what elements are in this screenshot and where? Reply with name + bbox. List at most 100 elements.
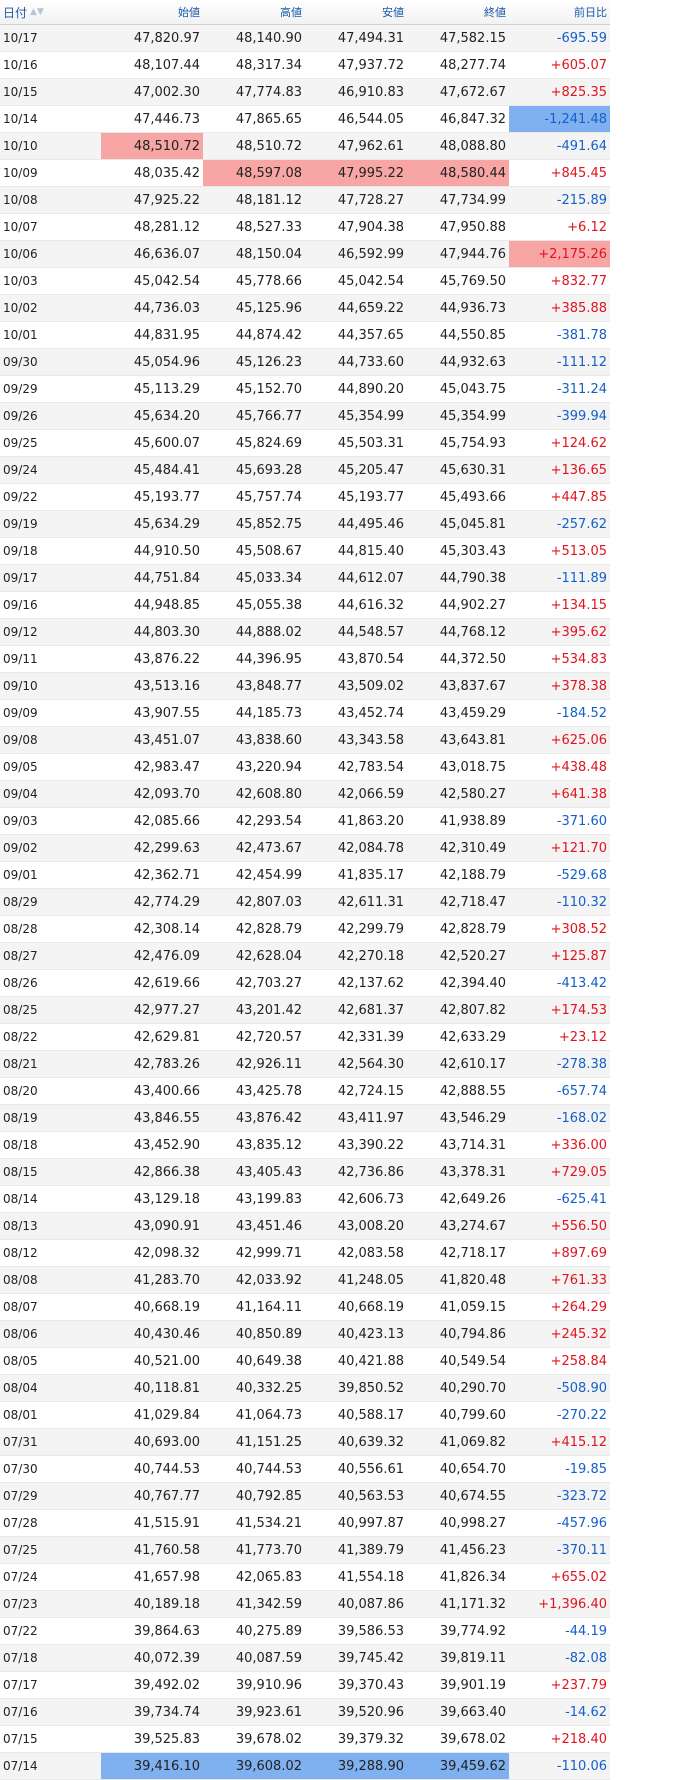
cell-low: 44,612.07 — [337, 570, 404, 586]
table-row: 10/08 47,925.22 48,181.12 47,728.27 47,734.9… — [0, 187, 610, 214]
cell-change: -371.60 — [556, 813, 607, 829]
header-open[interactable]: 始値 — [178, 6, 200, 19]
cell-date: 08/22 — [3, 1030, 38, 1044]
cell-change: -657.74 — [556, 1083, 607, 1099]
cell-change: +513.05 — [550, 543, 607, 559]
cell-open: 39,864.63 — [133, 1623, 200, 1639]
table-row: 09/24 45,484.41 45,693.28 45,205.47 45,630.3… — [0, 457, 610, 484]
table-row: 07/23 40,189.18 41,342.59 40,087.86 41,171.3… — [0, 1591, 610, 1618]
cell-low: 40,556.61 — [337, 1461, 404, 1477]
cell-change: -110.06 — [556, 1758, 607, 1774]
cell-open: 45,042.54 — [133, 273, 200, 289]
cell-high: 45,152.70 — [235, 381, 302, 397]
cell-change: -278.38 — [556, 1056, 607, 1072]
cell-open: 40,693.00 — [133, 1434, 200, 1450]
cell-date: 10/02 — [3, 301, 38, 315]
cell-change: -508.90 — [556, 1380, 607, 1396]
cell-close: 46,847.32 — [439, 111, 506, 127]
cell-change: +218.40 — [550, 1731, 607, 1747]
cell-change: +336.00 — [550, 1137, 607, 1153]
cell-high: 45,852.75 — [235, 516, 302, 532]
cell-high: 41,064.73 — [235, 1407, 302, 1423]
cell-high: 40,850.89 — [235, 1326, 302, 1342]
cell-open: 47,002.30 — [133, 84, 200, 100]
cell-change: +174.53 — [550, 1002, 607, 1018]
cell-date: 08/14 — [3, 1192, 38, 1206]
cell-date: 08/29 — [3, 895, 38, 909]
cell-low: 41,554.18 — [337, 1569, 404, 1585]
cell-low: 40,639.32 — [337, 1434, 404, 1450]
cell-high: 48,597.08 — [203, 160, 305, 186]
cell-high: 42,926.11 — [235, 1056, 302, 1072]
cell-open: 39,416.10 — [101, 1753, 203, 1779]
cell-change: +134.15 — [550, 597, 607, 613]
cell-low: 44,733.60 — [337, 354, 404, 370]
cell-high: 43,220.94 — [235, 759, 302, 775]
cell-close: 48,277.74 — [439, 57, 506, 73]
table-row: 08/22 42,629.81 42,720.57 42,331.39 42,633.2… — [0, 1024, 610, 1051]
cell-close: 48,088.80 — [439, 138, 506, 154]
cell-close: 43,274.67 — [439, 1218, 506, 1234]
cell-open: 43,451.07 — [133, 732, 200, 748]
cell-close: 41,069.82 — [439, 1434, 506, 1450]
cell-close: 41,456.23 — [439, 1542, 506, 1558]
table-row: 08/21 42,783.26 42,926.11 42,564.30 42,610.1… — [0, 1051, 610, 1078]
header-low[interactable]: 安値 — [382, 6, 404, 19]
cell-close: 45,630.31 — [439, 462, 506, 478]
table-row: 10/17 47,820.97 48,140.90 47,494.31 47,582.1… — [0, 25, 610, 52]
cell-low: 39,745.42 — [337, 1650, 404, 1666]
cell-change: +897.69 — [550, 1245, 607, 1261]
table-row: 07/29 40,767.77 40,792.85 40,563.53 40,674.5… — [0, 1483, 610, 1510]
cell-close: 40,290.70 — [439, 1380, 506, 1396]
table-row: 09/11 43,876.22 44,396.95 43,870.54 44,372.5… — [0, 646, 610, 673]
cell-date: 09/12 — [3, 625, 38, 639]
cell-date: 10/17 — [3, 31, 38, 45]
cell-low: 45,042.54 — [337, 273, 404, 289]
cell-change: +124.62 — [550, 435, 607, 451]
header-change[interactable]: 前日比 — [574, 6, 607, 19]
cell-date: 08/25 — [3, 1003, 38, 1017]
cell-close: 42,188.79 — [439, 867, 506, 883]
cell-close: 41,820.48 — [439, 1272, 506, 1288]
cell-open: 45,634.20 — [133, 408, 200, 424]
table-row: 10/14 47,446.73 47,865.65 46,544.05 46,847.3… — [0, 106, 610, 133]
cell-change: -311.24 — [556, 381, 607, 397]
cell-date: 08/07 — [3, 1300, 38, 1314]
cell-low: 42,270.18 — [337, 948, 404, 964]
cell-low: 42,564.30 — [337, 1056, 404, 1072]
cell-open: 41,657.98 — [133, 1569, 200, 1585]
cell-change: +378.38 — [550, 678, 607, 694]
cell-change: -529.68 — [556, 867, 607, 883]
header-date[interactable]: 日付 ▲▼ — [0, 0, 101, 24]
cell-low: 42,783.54 — [337, 759, 404, 775]
header-close[interactable]: 終値 — [484, 6, 506, 19]
table-row: 10/01 44,831.95 44,874.42 44,357.65 44,550.8… — [0, 322, 610, 349]
cell-close: 42,580.27 — [439, 786, 506, 802]
cell-open: 42,098.32 — [133, 1245, 200, 1261]
cell-close: 45,354.99 — [439, 408, 506, 424]
cell-change: -215.89 — [556, 192, 607, 208]
cell-change: +125.87 — [550, 948, 607, 964]
cell-close: 47,944.76 — [439, 246, 506, 262]
cell-close: 45,754.93 — [439, 435, 506, 451]
cell-high: 44,396.95 — [235, 651, 302, 667]
table-row: 08/25 42,977.27 43,201.42 42,681.37 42,807.8… — [0, 997, 610, 1024]
cell-open: 41,029.84 — [133, 1407, 200, 1423]
cell-low: 43,008.20 — [337, 1218, 404, 1234]
cell-high: 48,510.72 — [235, 138, 302, 154]
cell-close: 41,938.89 — [439, 813, 506, 829]
cell-close: 44,790.38 — [439, 570, 506, 586]
table-row: 10/02 44,736.03 45,125.96 44,659.22 44,936.7… — [0, 295, 610, 322]
cell-change: +23.12 — [558, 1029, 607, 1045]
cell-high: 42,720.57 — [235, 1029, 302, 1045]
cell-date: 08/20 — [3, 1084, 38, 1098]
cell-close: 40,549.54 — [439, 1353, 506, 1369]
cell-high: 43,848.77 — [235, 678, 302, 694]
cell-high: 42,065.83 — [235, 1569, 302, 1585]
cell-close: 42,520.27 — [439, 948, 506, 964]
header-high[interactable]: 高値 — [280, 6, 302, 19]
cell-high: 40,087.59 — [235, 1650, 302, 1666]
cell-close: 44,550.85 — [439, 327, 506, 343]
sort-arrows-icon[interactable]: ▲▼ — [30, 7, 44, 17]
cell-close: 42,633.29 — [439, 1029, 506, 1045]
